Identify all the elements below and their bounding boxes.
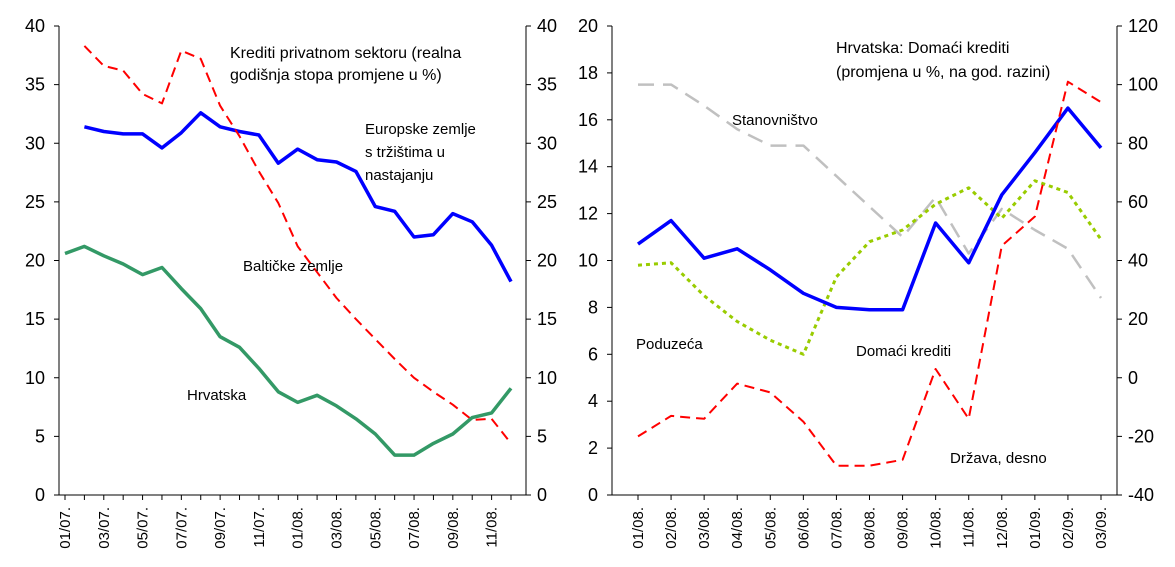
y-tick-label-left: 25: [25, 192, 45, 212]
chart-title: Krediti privatnom sektoru (realna: [230, 45, 461, 62]
series-label: nastajanju: [365, 167, 433, 184]
series-label: Stanovništvo: [732, 112, 818, 129]
x-tick-label: 02/08.: [663, 507, 680, 549]
x-tick-label: 11/07.: [251, 507, 268, 548]
y-tick-label-left: 6: [588, 344, 598, 364]
series-label: s tržištima u: [365, 144, 445, 161]
y-tick-label-left: 4: [588, 391, 598, 411]
y-tick-label-left: 30: [25, 133, 45, 153]
series-line-stanovništvo: [638, 83, 1103, 299]
y-tick-label-left: 35: [25, 75, 45, 95]
y-tick-label-left: 8: [588, 297, 598, 317]
x-tick-label: 11/08.: [961, 507, 978, 548]
y-tick-label-right: -40: [1128, 485, 1154, 505]
y-tick-label-right: 60: [1128, 192, 1148, 212]
x-tick-label: 06/08.: [795, 507, 812, 549]
y-tick-label-right: 10: [537, 368, 557, 388]
chart-title: Hrvatska: Domaći krediti: [836, 40, 1009, 57]
y-tick-label-left: 5: [35, 426, 45, 446]
y-tick-label-left: 10: [25, 368, 45, 388]
y-tick-label-right: 25: [537, 192, 557, 212]
y-tick-label-left: 40: [25, 16, 45, 36]
series-label: Poduzeća: [636, 336, 703, 353]
x-tick-label: 03/08.: [328, 507, 345, 549]
y-tick-label-left: 10: [578, 251, 598, 271]
y-tick-label-right: 100: [1128, 75, 1158, 95]
y-tick-label-right: 20: [1128, 309, 1148, 329]
x-tick-label: 08/08.: [862, 507, 879, 549]
y-tick-label-right: 40: [537, 16, 557, 36]
series-label: Hrvatska: [187, 387, 247, 404]
chart-2: 0 2 4 6 8 10 12 14 16 18 20 -40 -20 0 20 40 60 80 100 120 01…: [578, 16, 1158, 549]
y-tick-label-right: 20: [537, 251, 557, 271]
series-line-poduzeća: [637, 179, 1103, 356]
y-tick-label-left: 0: [588, 485, 598, 505]
series-label: Domaći krediti: [856, 343, 951, 360]
series-line-hrvatska: [64, 244, 513, 457]
y-tick-label-right: 40: [1128, 251, 1148, 271]
series-line-europske-zemlje-s-tržištima-u-nastajanju: [83, 111, 513, 283]
y-tick-label-right: 0: [537, 485, 547, 505]
series-line-država-desno: [637, 80, 1102, 467]
y-tick-label-right: 5: [537, 426, 547, 446]
series-label: Europske zemlje: [365, 121, 476, 138]
x-tick-label: 07/08.: [406, 507, 423, 549]
x-tick-label: 01/09.: [1027, 507, 1044, 549]
y-tick-label-left: 18: [578, 63, 598, 83]
x-tick-label: 07/07.: [173, 507, 190, 549]
x-tick-label: 01/08.: [630, 507, 647, 549]
x-tick-label: 09/08.: [895, 507, 912, 549]
x-tick-label: 01/07.: [57, 507, 74, 549]
x-tick-label: 05/07.: [135, 507, 152, 549]
y-tick-label-left: 16: [578, 110, 598, 130]
y-tick-label-left: 20: [578, 16, 598, 36]
y-tick-label-right: 35: [537, 75, 557, 95]
x-tick-label: 07/08.: [828, 507, 845, 549]
x-tick-label: 05/08.: [367, 507, 384, 549]
y-tick-label-left: 20: [25, 251, 45, 271]
x-tick-label: 04/08.: [729, 507, 746, 549]
x-tick-label: 03/09.: [1093, 507, 1110, 549]
x-tick-label: 09/07.: [212, 507, 229, 549]
x-tick-label: 03/08.: [696, 507, 713, 549]
y-tick-label-right: 15: [537, 309, 557, 329]
x-tick-label: 12/08.: [994, 507, 1011, 549]
chart-1: 0 5 10 15 20 25 30 35 40 0 5 10 15 20 25 30 35 40 01/07. 03…: [25, 16, 557, 549]
y-tick-label-left: 15: [25, 309, 45, 329]
chart-title: (promjena u %, na god. razini): [836, 64, 1050, 81]
chart-title: godišnja stopa promjene u %): [230, 67, 442, 84]
y-tick-label-left: 0: [35, 485, 45, 505]
series-label: Država, desno: [950, 450, 1047, 467]
x-tick-label: 02/09.: [1060, 507, 1077, 549]
x-tick-label: 05/08.: [762, 507, 779, 549]
y-tick-label-right: 120: [1128, 16, 1158, 36]
x-tick-label: 03/07.: [96, 507, 113, 549]
x-tick-label: 11/08.: [484, 507, 501, 548]
y-tick-label-left: 2: [588, 438, 598, 458]
series-line-domaći-krediti: [636, 106, 1103, 312]
y-tick-label-right: -20: [1128, 426, 1154, 446]
x-tick-label: 09/08.: [445, 507, 462, 549]
x-tick-label: 01/08.: [290, 507, 307, 549]
y-tick-label-right: 0: [1128, 368, 1138, 388]
y-tick-label-right: 30: [537, 133, 557, 153]
y-tick-label-left: 12: [578, 204, 598, 224]
x-tick-label: 10/08.: [928, 507, 945, 549]
y-tick-label-right: 80: [1128, 133, 1148, 153]
series-line-baltičke-zemlje: [83, 45, 512, 445]
y-tick-label-left: 14: [578, 157, 598, 177]
series-label: Baltičke zemlje: [243, 258, 343, 275]
